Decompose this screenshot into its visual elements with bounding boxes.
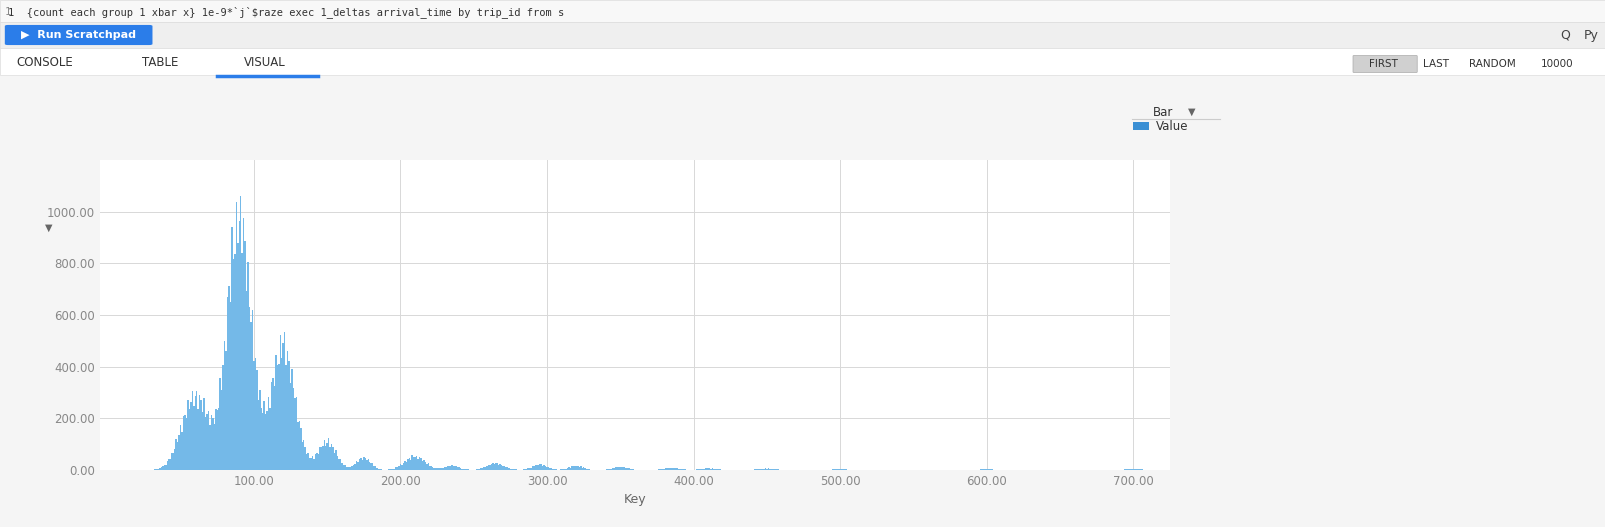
- Text: VISUAL: VISUAL: [244, 55, 286, 69]
- Text: 1  {count each group 1 xbar x} 1e-9*`j`$raze exec 1_deltas arrival_time by trip_: 1 {count each group 1 xbar x} 1e-9*`j`$r…: [8, 6, 565, 18]
- Text: 10000: 10000: [1541, 59, 1573, 69]
- Text: Py: Py: [1584, 28, 1599, 42]
- Text: ▼: ▼: [1188, 107, 1196, 117]
- Text: ▼: ▼: [45, 223, 53, 233]
- X-axis label: Key: Key: [624, 493, 647, 506]
- Text: Bar: Bar: [1152, 105, 1173, 119]
- Text: ▶  Run Scratchpad: ▶ Run Scratchpad: [21, 30, 136, 40]
- Text: CONSOLE: CONSOLE: [16, 55, 74, 69]
- Text: 1: 1: [5, 7, 11, 17]
- Text: TABLE: TABLE: [143, 55, 178, 69]
- Text: FIRST: FIRST: [1369, 59, 1398, 69]
- Text: Value: Value: [1156, 120, 1188, 132]
- Text: RANDOM: RANDOM: [1469, 59, 1517, 69]
- Text: LAST: LAST: [1424, 59, 1449, 69]
- Text: Q: Q: [1560, 28, 1570, 42]
